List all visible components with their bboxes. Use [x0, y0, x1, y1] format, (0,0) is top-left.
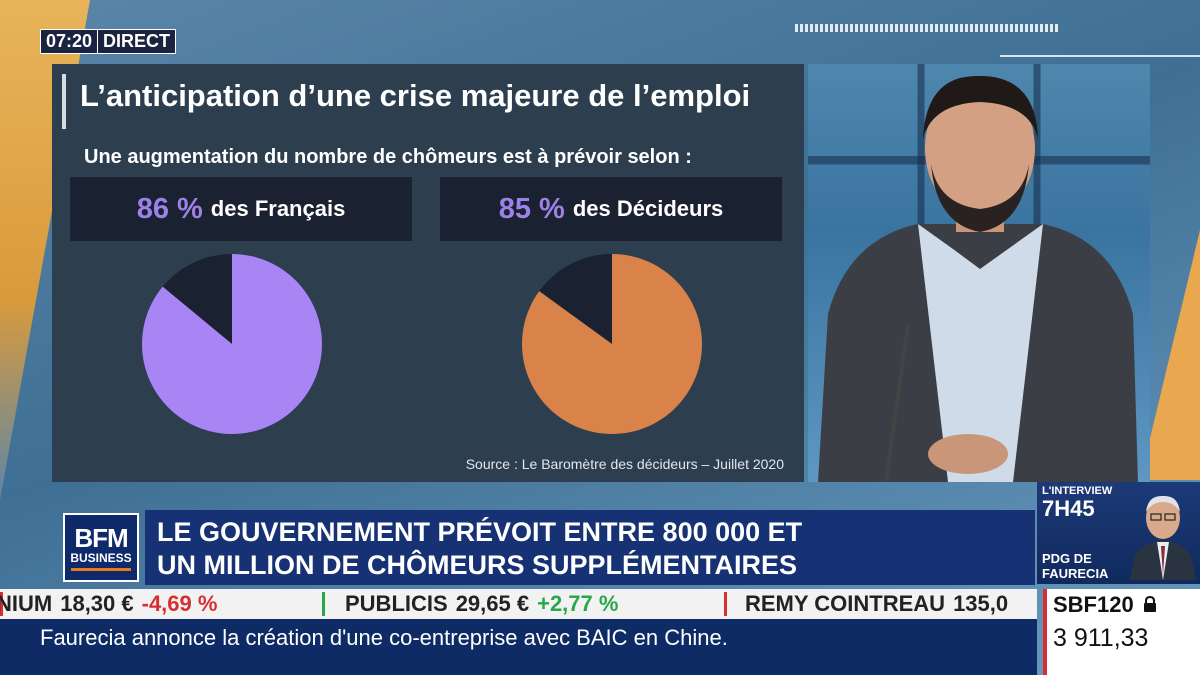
pie-chart-francais [142, 254, 322, 434]
index-value: 3 911,33 [1053, 624, 1149, 652]
title-accent-bar [62, 74, 66, 129]
pie-slice-main [142, 254, 322, 434]
decorative-line [1000, 55, 1200, 57]
stat-box-francais: 86 % des Français [70, 177, 412, 241]
stock-ticker: NIUM 18,30 € -4,69 % PUBLICIS 29,65 € +2… [0, 589, 1037, 619]
pie-slice-remainder [539, 254, 612, 344]
live-label: DIRECT [97, 30, 175, 53]
ticker-change: -4,69 % [141, 591, 218, 616]
stat-box-decideurs: 85 % des Décideurs [440, 177, 782, 241]
interview-time: 7H45 [1042, 496, 1095, 521]
stat-label-francais: des Français [210, 196, 346, 221]
ticker-name: PUBLICIS [345, 591, 448, 616]
live-time: 07:20 [46, 31, 93, 51]
interview-kicker: L'INTERVIEW [1042, 485, 1113, 497]
live-badge: 07:20 DIRECT [40, 29, 177, 54]
presenter-figure [818, 75, 1138, 482]
lock-icon [1144, 596, 1156, 612]
ticker-price: 135,0 [953, 591, 1009, 616]
ticker-separator [724, 592, 727, 616]
ticker-item: PUBLICIS 29,65 € +2,77 % [345, 589, 618, 619]
interview-card: L'INTERVIEW 7H45 PDG DE FAURECIA [1037, 482, 1200, 584]
ticker-separator [322, 592, 325, 616]
crawl-text: Faurecia annonce la création d'une co-en… [40, 625, 728, 650]
logo-accent-line [71, 567, 131, 571]
stat-value-decideurs: 85 % [498, 192, 565, 225]
ticker-item: REMY COINTREAU 135,0 [745, 589, 1008, 619]
index-name: SBF120 [1053, 592, 1134, 617]
ticker-price: 29,65 € [455, 591, 530, 616]
decorative-stripes [795, 24, 1060, 32]
headline-line-1: LE GOUVERNEMENT PRÉVOIT ENTRE 800 000 ET [157, 517, 803, 547]
index-box: SBF120 3 911,33 [1043, 589, 1200, 675]
guest-photo [1130, 495, 1196, 580]
ticker-item: NIUM 18,30 € -4,69 % [0, 589, 217, 619]
pie-chart-decideurs [522, 254, 702, 434]
interview-role-line-2: FAURECIA [1042, 566, 1109, 581]
presenter-video [808, 64, 1150, 482]
panel-title: L’anticipation d’une crise majeure de l’… [80, 78, 751, 113]
headline-banner: LE GOUVERNEMENT PRÉVOIT ENTRE 800 000 ET… [145, 510, 1035, 585]
news-crawl: Faurecia annonce la création d'une co-en… [0, 619, 1037, 675]
headline-line-2: UN MILLION DE CHÔMEURS SUPPLÉMENTAIRES [157, 550, 798, 580]
stat-label-decideurs: des Décideurs [572, 196, 724, 221]
source-note: Source : Le Baromètre des décideurs – Ju… [465, 456, 784, 472]
ticker-name: REMY COINTREAU [745, 591, 946, 616]
pie-slice-remainder [162, 254, 232, 344]
bfm-business-logo: BFM BUSINESS [63, 513, 139, 582]
interview-role: PDG DE FAURECIA [1042, 551, 1108, 581]
ticker-price: 18,30 € [60, 591, 134, 616]
logo-bfm-text: BFM [74, 522, 128, 553]
interview-role-line-1: PDG DE [1042, 551, 1092, 566]
pie-slice-main [522, 254, 702, 434]
infographic-panel: L’anticipation d’une crise majeure de l’… [52, 64, 804, 482]
ticker-name: NIUM [0, 591, 53, 616]
ticker-separator [0, 592, 3, 616]
logo-business-text: BUSINESS [70, 550, 132, 565]
panel-subtitle: Une augmentation du nombre de chômeurs e… [84, 146, 692, 168]
stat-value-francais: 86 % [136, 192, 203, 225]
ticker-change: +2,77 % [537, 591, 619, 616]
